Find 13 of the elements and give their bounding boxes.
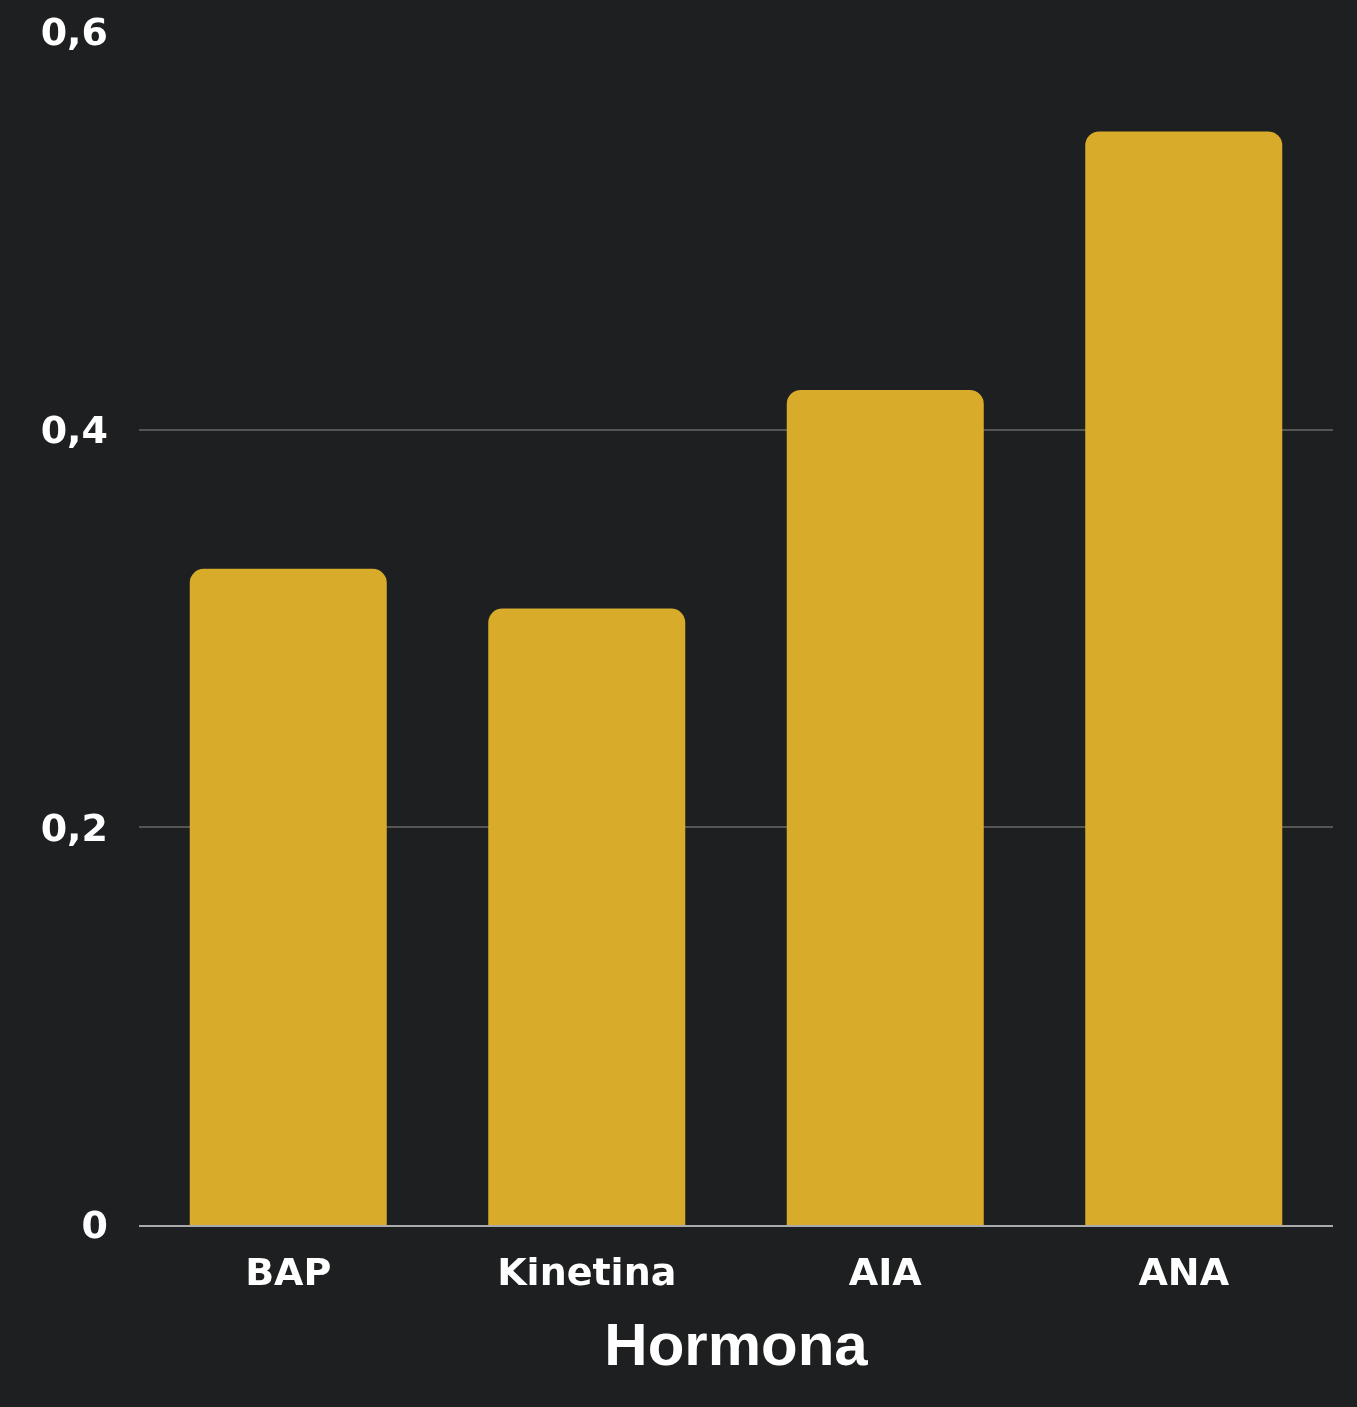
x-tick-label: BAP: [245, 1249, 332, 1294]
x-axis-title: Hormona: [604, 1310, 869, 1378]
y-tick-label: 0,4: [40, 407, 108, 452]
x-tick-label: AIA: [848, 1249, 923, 1294]
bar: [189, 568, 387, 1225]
y-tick-label: 0,6: [40, 10, 108, 55]
x-tick-label: ANA: [1138, 1249, 1230, 1294]
bar: [786, 389, 984, 1225]
x-tick-label: Kinetina: [497, 1249, 677, 1294]
bar: [488, 608, 686, 1225]
y-tick-label: 0: [81, 1203, 108, 1248]
bar: [1085, 131, 1283, 1225]
y-tick-label: 0,2: [40, 805, 108, 850]
